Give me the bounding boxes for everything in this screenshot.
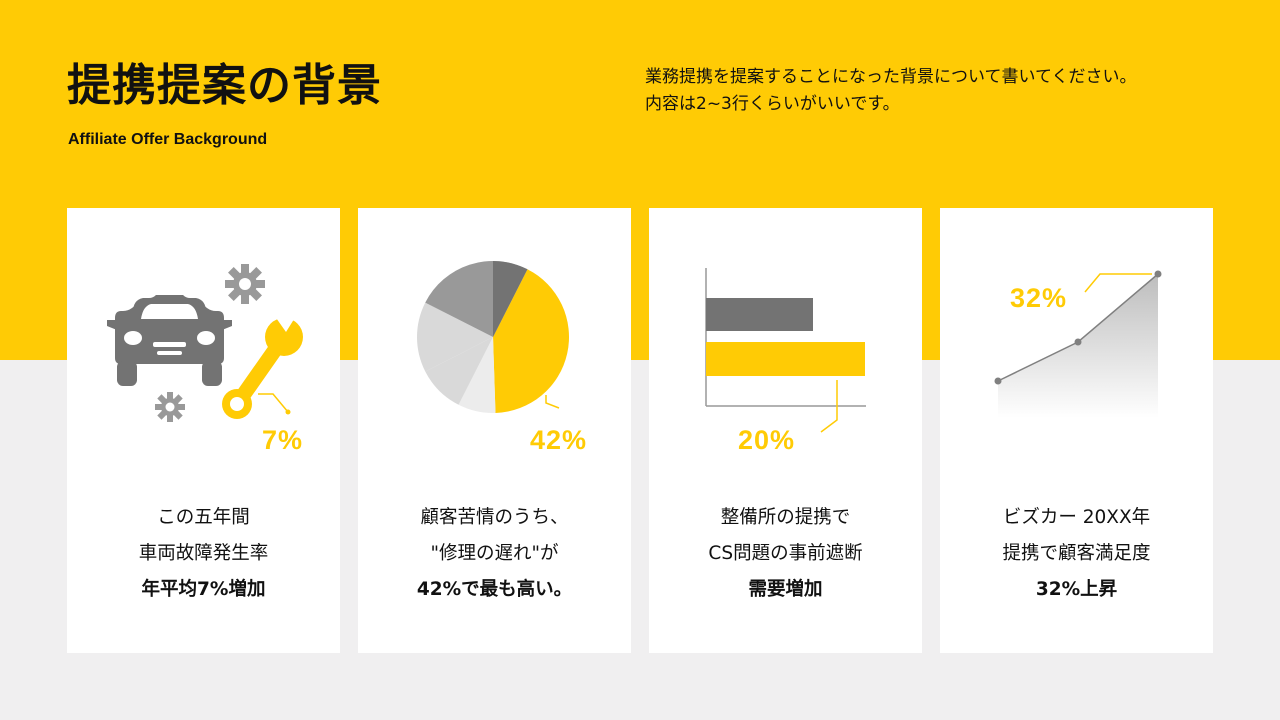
data-point: [1154, 270, 1162, 278]
wrench-icon: [222, 315, 303, 419]
leader-line: [545, 395, 560, 409]
data-point: [994, 377, 1002, 385]
pie-slice: [425, 337, 493, 405]
card-line: 整備所の提携で: [720, 507, 851, 528]
card-line: "修理の遅れ"が: [430, 543, 559, 564]
percent-label: 42%: [530, 425, 588, 455]
card-line: 車両故障発生率: [138, 543, 269, 564]
leader-line: [1084, 273, 1152, 293]
card-line: 顧客苦情のうち、: [420, 507, 569, 528]
pie-slice: [417, 302, 493, 372]
area-fill: [998, 274, 1158, 418]
description-line: 内容は2~3行くらいがいいです。: [645, 94, 900, 114]
card-description: 顧客苦情のうち、 "修理の遅れ"が 42%で最も高い。: [358, 500, 631, 608]
area-chart: [994, 270, 1162, 418]
card-line: CS問題の事前遮断: [708, 543, 863, 564]
pie-slice: [458, 337, 496, 413]
pie-slice: [493, 261, 528, 337]
card-line: 42%で最も高い。: [416, 579, 573, 600]
card-line: 32%上昇: [1035, 579, 1118, 600]
page-description: 業務提携を提案することになった背景について書いてください。 内容は2~3行くらい…: [645, 64, 1245, 118]
percent-label: 20%: [738, 425, 796, 455]
card-vehicle-failure: 7% この五年間 車両故障発生率 年平均7%増加: [67, 208, 340, 653]
card-line: 年平均7%増加: [141, 579, 266, 600]
card-description: 整備所の提携で CS問題の事前遮断 需要増加: [649, 500, 922, 608]
percent-label: 7%: [262, 425, 304, 455]
pie-slice: [493, 269, 569, 413]
card-satisfaction: 32% ビズカー 20XX年 提携で顧客満足度 32%上昇: [940, 208, 1213, 653]
card-complaints: 42% 顧客苦情のうち、 "修理の遅れ"が 42%で最も高い。: [358, 208, 631, 653]
card-line: ビズカー 20XX年: [1002, 507, 1151, 528]
percent-label: 32%: [1010, 283, 1068, 313]
card-line: 需要増加: [748, 579, 823, 600]
bar: [706, 342, 865, 376]
card-description: ビズカー 20XX年 提携で顧客満足度 32%上昇: [940, 500, 1213, 608]
leader-line: [258, 393, 289, 413]
card-partnership: 20% 整備所の提携で CS問題の事前遮断 需要増加: [649, 208, 922, 653]
card-description: この五年間 車両故障発生率 年平均7%増加: [67, 500, 340, 608]
card-line: この五年間: [157, 507, 250, 528]
gear-icon: [155, 392, 185, 422]
pie-chart: [417, 261, 569, 413]
card-line: 提携で顧客満足度: [1002, 543, 1151, 564]
description-line: 業務提携を提案することになった背景について書いてください。: [645, 67, 1137, 87]
gear-icon: [225, 264, 265, 304]
car-icon: [107, 295, 232, 386]
page-title: 提携提案の背景: [67, 60, 382, 111]
page-subtitle: Affiliate Offer Background: [68, 131, 268, 148]
car-repair-illustration: [107, 264, 303, 422]
leader-line: [820, 380, 838, 433]
data-point: [1074, 338, 1082, 346]
bar-chart: [705, 268, 866, 433]
bar: [706, 298, 813, 331]
